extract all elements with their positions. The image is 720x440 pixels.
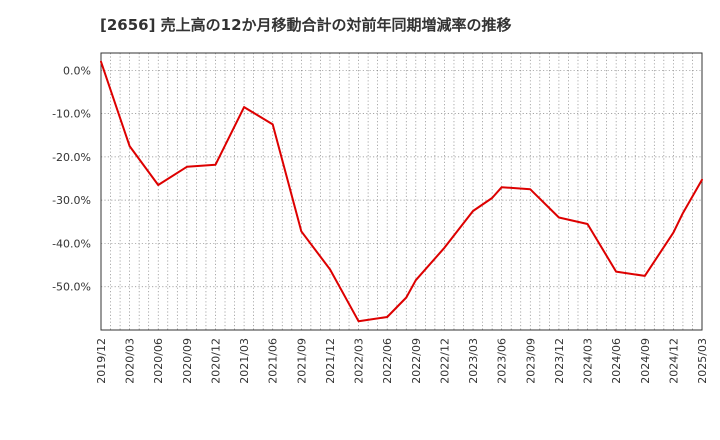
x-tick-label: 2021/12: [324, 338, 337, 384]
x-tick-label: 2024/03: [582, 338, 595, 384]
x-tick-label: 2019/12: [95, 338, 108, 384]
y-tick-label: -50.0%: [52, 281, 91, 294]
x-tick-label: 2020/06: [152, 338, 165, 384]
y-tick-label: -20.0%: [52, 151, 91, 164]
series-layer: [100, 60, 703, 323]
vertical-gridlines: [110, 53, 693, 330]
x-tick-label: 2024/12: [667, 338, 680, 384]
y-tick-label: -30.0%: [52, 194, 91, 207]
x-tick-label: 2024/06: [610, 338, 623, 384]
y-tick-label: -40.0%: [52, 237, 91, 250]
x-tick-label: 2021/03: [238, 338, 251, 384]
x-tick-label: 2023/09: [524, 338, 537, 384]
x-tick-label: 2023/03: [467, 338, 480, 384]
x-tick-label: 2022/03: [353, 338, 366, 384]
x-tick-label: 2022/06: [381, 338, 394, 384]
series-line: [100, 60, 703, 323]
x-tick-label: 2021/09: [295, 338, 308, 384]
x-tick-label: 2021/06: [267, 338, 280, 384]
x-tick-label: 2023/06: [496, 338, 509, 384]
x-axis-ticks: 2019/12 2020/03 2020/06 2020/09 2020/12 2021/…: [95, 338, 709, 384]
y-tick-label: -10.0%: [52, 108, 91, 121]
horizontal-gridlines: [101, 69, 702, 288]
x-tick-label: 2025/03: [696, 338, 709, 384]
x-tick-label: 2024/09: [639, 338, 652, 384]
plot-area-frame: [100, 52, 703, 331]
x-tick-label: 2022/09: [410, 338, 423, 384]
x-tick-label: 2023/12: [553, 338, 566, 384]
x-tick-label: 2020/09: [181, 338, 194, 384]
y-axis-ticks: 0.0% -10.0% -20.0% -30.0% -40.0% -50.0%: [52, 64, 91, 293]
y-tick-label: 0.0%: [63, 64, 91, 77]
x-tick-label: 2022/12: [438, 338, 451, 384]
x-tick-label: 2020/03: [124, 338, 137, 384]
x-tick-label: 2020/12: [209, 338, 222, 384]
chart-title: [2656] 売上高の12か月移動合計の対前年同期増減率の推移: [100, 16, 512, 34]
